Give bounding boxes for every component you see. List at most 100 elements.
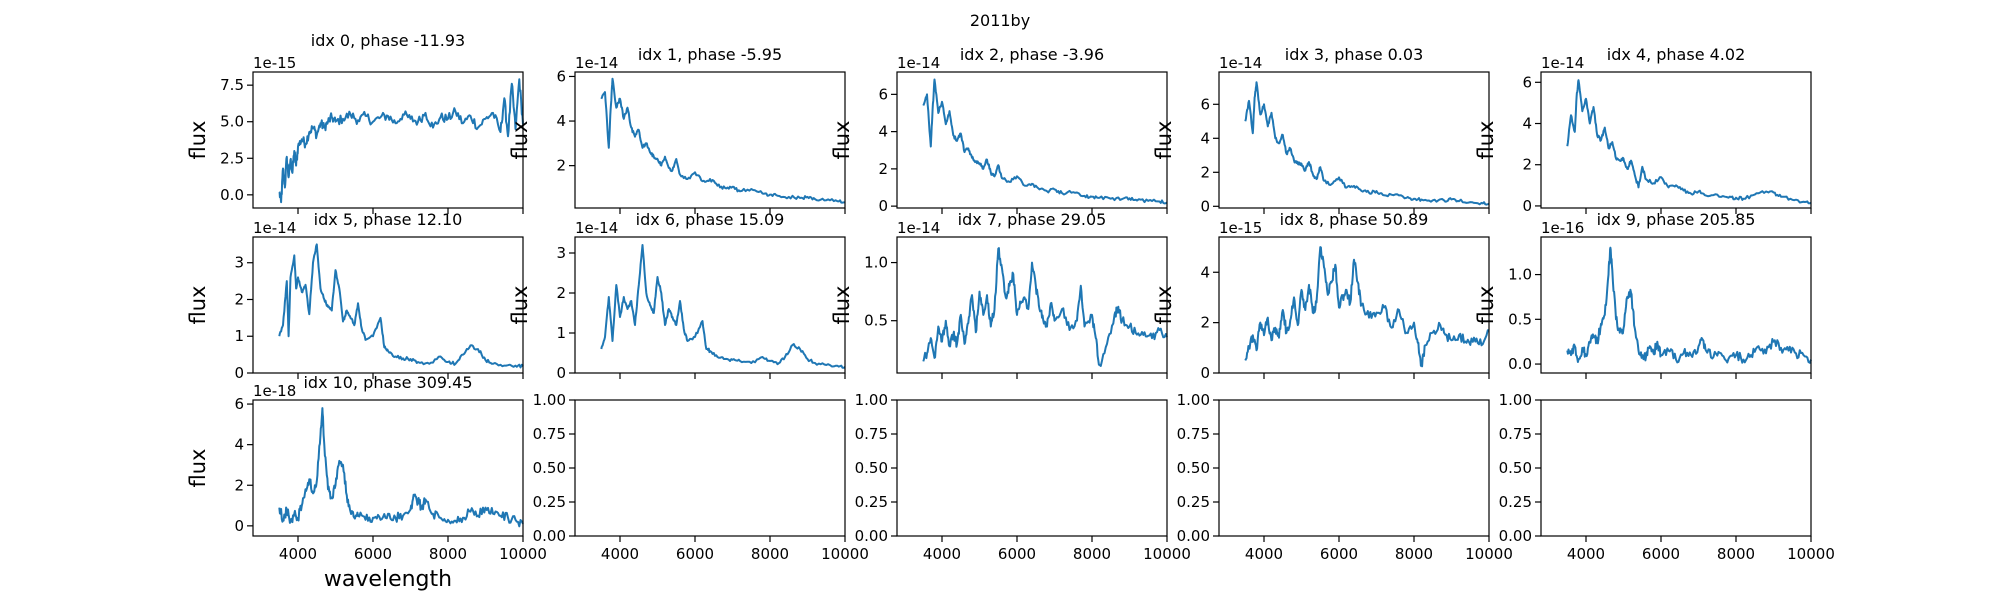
- y-tick-label: 1.00: [855, 391, 888, 409]
- y-tick-label: 7.5: [220, 76, 244, 94]
- subplot-2: 0 2 4 6 1e-14 flux idx 2, phase -3.96: [830, 45, 1168, 215]
- axes-frame: [252, 71, 524, 209]
- y-tick-label: 0: [1200, 364, 1210, 382]
- subplot-title: idx 5, phase 12.10: [314, 210, 463, 229]
- subplot-title: idx 6, phase 15.09: [636, 210, 785, 229]
- x-tick-label: 6000: [676, 545, 714, 563]
- subplot-8: 0 2 4 1e-15 flux idx 8, phase 50.89: [1152, 210, 1490, 382]
- axes-frame: [1540, 399, 1812, 537]
- spectrum-series: [1566, 246, 1812, 364]
- spectrum-series: [600, 244, 846, 369]
- exponent-label: 1e-14: [1219, 54, 1262, 72]
- exponent-label: 1e-15: [1219, 219, 1262, 237]
- y-tick-label: 2.5: [220, 149, 244, 167]
- subplot-0: 0.0 2.5 5.0 7.5 1e-15 flux idx 0, phase -11.93: [186, 31, 524, 214]
- x-tick-label: 4000: [279, 545, 317, 563]
- subplot-grid: 0.0 2.5 5.0 7.5 1e-15 flux idx 0, phase -11.93…: [186, 31, 1835, 563]
- exponent-label: 1e-14: [897, 219, 940, 237]
- subplot-title: idx 0, phase -11.93: [311, 31, 465, 50]
- axes-frame: [574, 236, 846, 374]
- spectrum-series: [278, 243, 524, 369]
- y-axis-label: flux: [508, 286, 532, 325]
- x-tick-label: 10000: [499, 545, 547, 563]
- y-axis-label: flux: [186, 121, 210, 160]
- y-axis-label: flux: [830, 121, 854, 160]
- y-tick-label: 4: [556, 112, 566, 130]
- y-tick-label: 1.00: [533, 391, 566, 409]
- subplot-3: 0 2 4 6 1e-14 flux idx 3, phase 0.03: [1152, 45, 1490, 215]
- axes-frame: [896, 399, 1168, 537]
- exponent-label: 1e-14: [575, 219, 618, 237]
- subplot-5: 0 1 2 3 1e-14 flux idx 5, phase 12.10: [186, 210, 524, 382]
- y-tick-label: 2: [878, 160, 888, 178]
- axes-frame: [1218, 399, 1490, 537]
- spectrum-series: [278, 78, 524, 204]
- y-tick-label: 3: [234, 254, 244, 272]
- y-tick-label: 4: [878, 123, 888, 141]
- y-tick-label: 4: [1522, 115, 1532, 133]
- axes-frame: [252, 399, 524, 537]
- y-tick-label: 0: [556, 364, 566, 382]
- y-tick-label: 2: [234, 290, 244, 308]
- axes-frame: [896, 71, 1168, 209]
- y-tick-label: 0.25: [1177, 493, 1210, 511]
- subplot-4: 0 2 4 6 1e-14 flux idx 4, phase 4.02: [1474, 45, 1812, 215]
- y-tick-label: 0: [878, 197, 888, 215]
- axes-frame: [1218, 71, 1490, 209]
- exponent-label: 1e-14: [253, 219, 296, 237]
- y-tick-label: 0.00: [1499, 527, 1532, 545]
- spectrum-series: [922, 247, 1168, 367]
- exponent-label: 1e-16: [1541, 219, 1584, 237]
- spectrum-series: [1244, 246, 1489, 368]
- x-tick-label: 10000: [1787, 545, 1835, 563]
- x-axis-label: wavelength: [324, 567, 452, 592]
- axes-frame: [574, 71, 846, 209]
- subplot-title: idx 9, phase 205.85: [1597, 210, 1756, 229]
- y-axis-label: flux: [1474, 121, 1498, 160]
- y-axis-label: flux: [1152, 121, 1176, 160]
- subplot-title: idx 1, phase -5.95: [638, 45, 782, 64]
- exponent-label: 1e-14: [897, 54, 940, 72]
- subplot-title: idx 7, phase 29.05: [958, 210, 1107, 229]
- y-tick-label: 0.50: [533, 459, 566, 477]
- y-tick-label: 6: [1522, 73, 1532, 91]
- y-tick-label: 1.00: [1177, 391, 1210, 409]
- y-tick-label: 2: [234, 476, 244, 494]
- subplot-9: 0.0 0.5 1.0 1e-16 flux idx 9, phase 205.85: [1474, 210, 1812, 379]
- y-axis-label: flux: [508, 121, 532, 160]
- y-tick-label: 0: [234, 364, 244, 382]
- y-axis-label: flux: [1152, 286, 1176, 325]
- axes-frame: [1540, 236, 1812, 374]
- axes-frame: [252, 236, 524, 374]
- y-axis-label: flux: [186, 286, 210, 325]
- y-tick-label: 5.0: [220, 113, 244, 131]
- y-tick-label: 0.75: [855, 425, 888, 443]
- y-tick-label: 1: [556, 324, 566, 342]
- x-tick-label: 10000: [821, 545, 869, 563]
- y-tick-label: 6: [878, 85, 888, 103]
- y-tick-label: 0: [1522, 197, 1532, 215]
- y-tick-label: 1.0: [864, 254, 888, 272]
- y-axis-label: flux: [186, 449, 210, 488]
- axes-frame: [896, 236, 1168, 374]
- y-tick-label: 1.0: [1508, 266, 1532, 284]
- y-tick-label: 0.50: [855, 459, 888, 477]
- axes-frame: [1218, 236, 1490, 374]
- y-tick-label: 4: [1200, 263, 1210, 281]
- x-tick-label: 4000: [1245, 545, 1283, 563]
- y-tick-label: 0.00: [1177, 527, 1210, 545]
- subplot-title: idx 2, phase -3.96: [960, 45, 1104, 64]
- y-tick-label: 0.75: [1499, 425, 1532, 443]
- y-tick-label: 1.00: [1499, 391, 1532, 409]
- x-tick-label: 10000: [1143, 545, 1191, 563]
- exponent-label: 1e-14: [575, 54, 618, 72]
- x-tick-label: 6000: [1642, 545, 1680, 563]
- y-tick-label: 2: [556, 157, 566, 175]
- y-tick-label: 0.50: [1499, 459, 1532, 477]
- x-tick-label: 8000: [1395, 545, 1433, 563]
- exponent-label: 1e-14: [1541, 54, 1584, 72]
- y-tick-label: 0.75: [533, 425, 566, 443]
- y-tick-label: 0.5: [864, 312, 888, 330]
- subplot-7: 0.5 1.0 1e-14 flux idx 7, phase 29.05: [830, 210, 1168, 379]
